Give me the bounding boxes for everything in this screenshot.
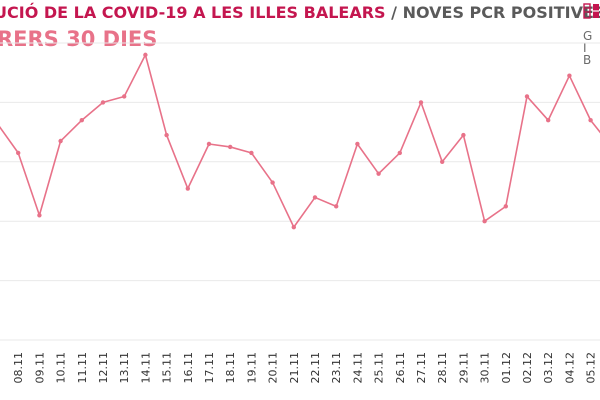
x-tick-label: 13.11 [118, 352, 131, 384]
x-axis-labels: 08.11 09.11 10.11 11.11 12.11 13.11 14.11 15.11… [12, 352, 597, 384]
x-tick-label: 30.11 [479, 352, 492, 384]
data-point [228, 144, 233, 150]
x-tick-label: 24.11 [351, 352, 364, 384]
logo-text-line-3: B [583, 53, 592, 67]
x-tick-label: 15.11 [161, 352, 174, 384]
x-tick-label: 01.12 [500, 352, 513, 384]
data-point [440, 159, 445, 164]
logo-text-line-2: I [583, 41, 587, 55]
x-tick-label: 05.12 [585, 352, 598, 384]
x-tick-label: 29.11 [457, 352, 470, 384]
x-tick-label: 11.11 [76, 352, 89, 384]
data-point [461, 132, 466, 138]
data-point [164, 132, 169, 138]
x-tick-label: 22.11 [309, 352, 322, 384]
grid-lines [0, 42, 600, 341]
x-tick-label: 04.12 [563, 352, 576, 384]
data-point [16, 150, 21, 156]
data-point [79, 118, 85, 123]
x-tick-label: 16.11 [182, 352, 195, 384]
data-point [588, 118, 593, 123]
x-tick-label: 27.11 [415, 352, 428, 384]
data-point [58, 138, 63, 144]
data-point [355, 141, 360, 147]
x-tick-label: 25.11 [373, 352, 386, 384]
chart-subtitle-metric: NOVES PCR POSITIVES [402, 3, 600, 22]
data-point [334, 204, 339, 209]
logo-text-line-1: G [583, 29, 593, 43]
x-tick-label: 28.11 [436, 352, 449, 384]
data-point [376, 171, 381, 176]
chart-title-line: UCIÓ DE LA COVID-19 A LES ILLES BALEARS … [0, 3, 600, 22]
x-tick-label: 14.11 [139, 352, 152, 384]
series-line [0, 54, 600, 228]
chart-title: UCIÓ DE LA COVID-19 A LES ILLES BALEARS [0, 3, 386, 22]
data-point [503, 204, 508, 209]
x-tick-label: 10.11 [55, 352, 68, 384]
x-tick-label: 19.11 [245, 352, 258, 384]
data-point [567, 73, 572, 78]
x-tick-label: 23.11 [330, 352, 343, 384]
x-tick-label: 26.11 [394, 352, 407, 384]
data-point [418, 100, 424, 105]
series-layer [0, 52, 600, 230]
x-tick-label: 08.11 [12, 352, 25, 384]
x-tick-label: 21.11 [288, 352, 301, 384]
data-point [291, 224, 296, 230]
data-point [249, 150, 254, 156]
title-separator: / [391, 3, 397, 22]
data-point [270, 180, 275, 185]
x-tick-label: 09.11 [33, 352, 46, 384]
government-logo: G I B [583, 3, 600, 67]
data-point [143, 52, 148, 58]
data-point [397, 150, 402, 156]
data-point [185, 186, 190, 191]
x-tick-label: 18.11 [224, 352, 237, 384]
x-tick-label: 17.11 [203, 352, 216, 384]
chart-period-subtitle: RERS 30 DIES [0, 27, 158, 51]
x-tick-label: 12.11 [97, 352, 110, 384]
data-point [482, 219, 487, 224]
x-tick-label: 03.12 [542, 352, 555, 384]
coat-of-arms-icon [583, 3, 599, 19]
data-point [122, 94, 127, 99]
x-tick-label: 02.12 [521, 352, 534, 384]
x-tick-label: 20.11 [267, 352, 280, 384]
data-point [546, 118, 551, 123]
data-point [524, 94, 530, 99]
data-point [37, 213, 42, 218]
data-point [100, 100, 106, 105]
data-point [206, 141, 212, 147]
data-point [312, 195, 318, 200]
